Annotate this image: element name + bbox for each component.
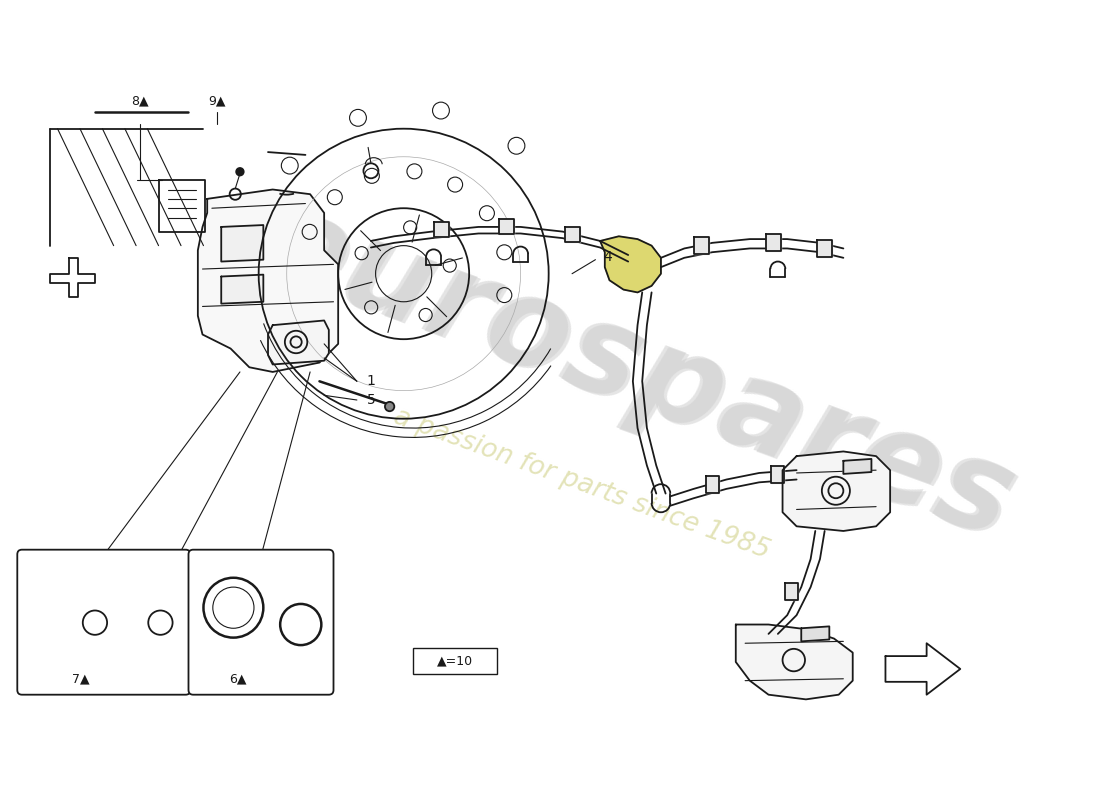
Polygon shape: [801, 626, 829, 642]
Polygon shape: [694, 238, 708, 254]
Polygon shape: [886, 643, 960, 694]
Text: 8▲: 8▲: [131, 94, 149, 107]
Text: 4: 4: [603, 250, 612, 264]
FancyBboxPatch shape: [412, 648, 497, 674]
Text: eurospares: eurospares: [249, 182, 1032, 566]
Polygon shape: [158, 180, 206, 232]
Polygon shape: [221, 274, 263, 304]
Polygon shape: [785, 583, 799, 600]
Polygon shape: [736, 625, 853, 699]
Text: 1: 1: [366, 374, 375, 388]
Polygon shape: [268, 321, 329, 365]
Polygon shape: [221, 225, 263, 262]
Polygon shape: [706, 476, 719, 493]
Text: 6▲: 6▲: [229, 672, 246, 686]
Polygon shape: [499, 219, 514, 234]
Polygon shape: [771, 466, 784, 483]
Polygon shape: [782, 451, 890, 531]
Circle shape: [236, 168, 244, 175]
Polygon shape: [766, 234, 781, 251]
FancyBboxPatch shape: [18, 550, 190, 694]
Text: 7▲: 7▲: [73, 672, 90, 686]
Polygon shape: [844, 459, 871, 474]
Polygon shape: [817, 240, 832, 257]
Polygon shape: [433, 222, 449, 238]
Circle shape: [385, 402, 394, 411]
Polygon shape: [50, 258, 95, 297]
Polygon shape: [198, 190, 338, 372]
Text: 5: 5: [366, 393, 375, 407]
FancyBboxPatch shape: [188, 550, 333, 694]
Text: 9▲: 9▲: [208, 94, 226, 107]
Text: eurospares: eurospares: [245, 180, 1030, 564]
Polygon shape: [564, 227, 580, 242]
Text: ▲=10: ▲=10: [437, 654, 473, 667]
Text: a passion for parts since 1985: a passion for parts since 1985: [389, 404, 773, 565]
Polygon shape: [601, 236, 661, 293]
